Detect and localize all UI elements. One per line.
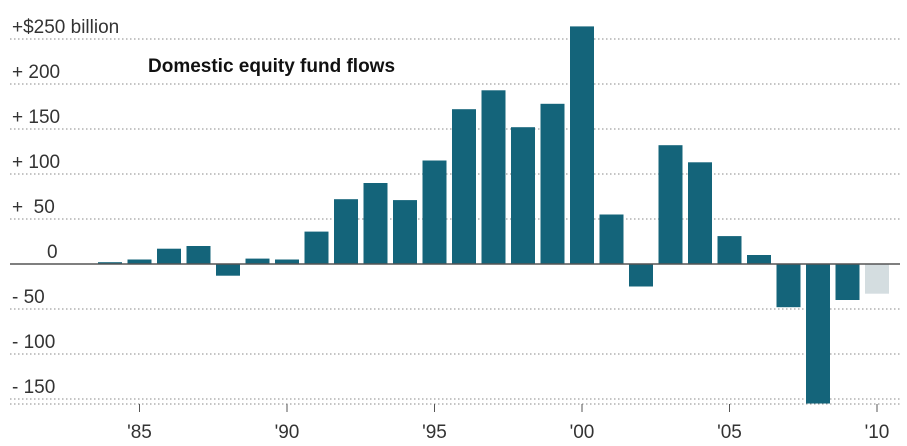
chart-title: Domestic equity fund flows (148, 56, 395, 77)
x-tick-label: '00 (570, 422, 595, 443)
y-tick-label: 0 (47, 242, 58, 263)
y-tick-label: +$250 billion (12, 17, 119, 38)
bar-1991 (304, 231, 329, 264)
x-tick-label: '90 (275, 422, 300, 443)
bar-2010 (865, 264, 889, 294)
bar-1998 (511, 127, 535, 264)
y-tick-label: + 200 (12, 62, 60, 83)
bar-1997 (481, 90, 506, 264)
bar-2009 (835, 264, 860, 300)
y-tick-label: + 100 (12, 152, 60, 173)
bar-2003 (658, 145, 683, 264)
x-tick-label: '10 (865, 422, 890, 443)
y-tick-label: - 150 (12, 377, 55, 398)
y-tick-label: + 150 (12, 107, 60, 128)
bar-1984 (98, 262, 122, 264)
bars (98, 26, 889, 404)
bar-2004 (688, 162, 712, 264)
x-tick-labels: '85 '90 '95 '00 '05 '10 (127, 404, 889, 443)
bar-1988 (216, 264, 240, 276)
y-tick-label: - 100 (12, 332, 55, 353)
bar-1999 (540, 103, 565, 264)
bar-1987 (186, 246, 211, 264)
bar-1993 (363, 183, 388, 264)
y-tick-labels: +$250 billion + 200 + 150 + 100 + 50 0 - 50 - 1… (12, 17, 119, 398)
bar-1990 (275, 259, 299, 264)
x-tick-label: '85 (127, 422, 152, 443)
y-tick-label: - 50 (12, 287, 45, 308)
bar-1985 (127, 259, 152, 264)
bar-1995 (422, 160, 447, 264)
bar-1996 (452, 109, 476, 264)
y-tick-label: + 50 (12, 197, 55, 218)
bar-2005 (717, 236, 742, 264)
x-tick-label: '05 (717, 422, 742, 443)
bar-1989 (245, 258, 270, 264)
x-tick-label: '95 (422, 422, 447, 443)
bar-2006 (747, 255, 771, 264)
bar-2002 (629, 264, 653, 287)
bar-2007 (776, 264, 801, 308)
bar-2001 (599, 214, 624, 264)
bar-2000 (570, 26, 594, 265)
bar-1992 (334, 199, 358, 264)
bar-2008 (806, 264, 830, 404)
bar-1994 (393, 200, 417, 264)
bar-1986 (157, 248, 181, 264)
